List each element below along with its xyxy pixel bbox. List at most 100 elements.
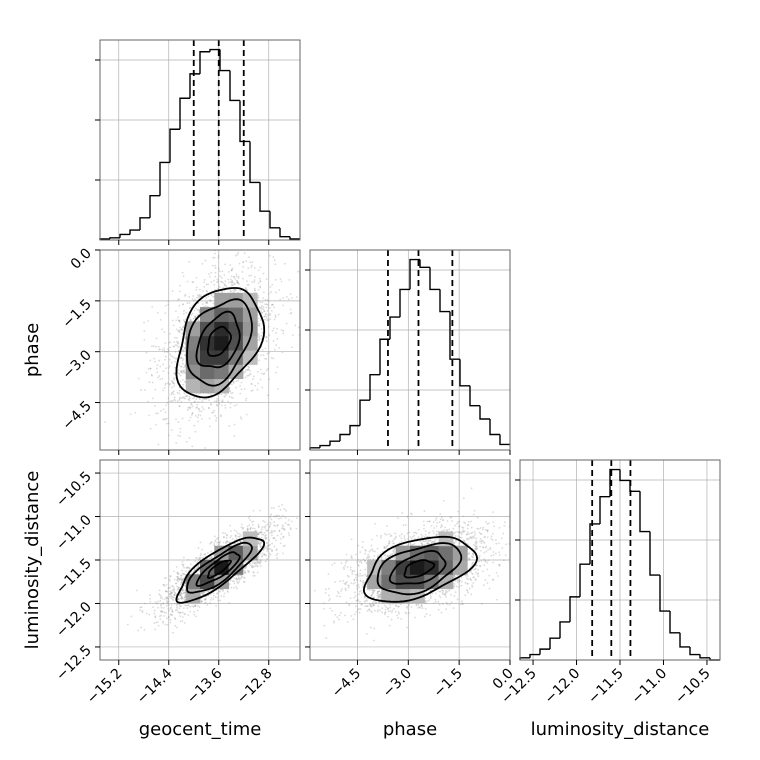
- sample-point: [274, 530, 277, 533]
- sample-point: [194, 603, 197, 606]
- sample-point: [227, 541, 230, 544]
- sample-point: [306, 275, 308, 277]
- sample-point: [261, 554, 264, 557]
- sample-point: [233, 423, 236, 426]
- sample-point: [226, 534, 228, 537]
- sample-point: [155, 412, 158, 415]
- sample-point: [251, 527, 254, 530]
- sample-point: [187, 604, 190, 607]
- sample-point: [251, 566, 253, 569]
- sample-point: [263, 315, 266, 318]
- sample-point: [281, 514, 284, 517]
- sample-point: [257, 282, 260, 284]
- sample-point: [227, 591, 229, 593]
- sample-point: [210, 281, 213, 283]
- scatter-panel-geocent_time-phase: −4.5−3.0−1.50.0: [59, 241, 308, 455]
- sample-point: [174, 609, 177, 612]
- sample-point: [258, 542, 261, 545]
- sample-point: [274, 524, 277, 527]
- sample-point: [184, 604, 187, 607]
- sample-point: [182, 565, 185, 567]
- sample-point: [303, 513, 305, 515]
- sample-point: [153, 609, 156, 612]
- sample-point: [243, 576, 246, 579]
- sample-point: [148, 613, 151, 616]
- sample-point: [184, 372, 187, 374]
- sample-point: [260, 560, 262, 563]
- sample-point: [254, 384, 257, 387]
- sample-point: [156, 602, 158, 605]
- sample-point: [209, 300, 212, 303]
- sample-point: [216, 278, 219, 281]
- sample-point: [198, 410, 201, 413]
- sample-point: [224, 280, 227, 283]
- sample-point: [183, 597, 185, 600]
- sample-point: [147, 368, 150, 370]
- sample-point: [164, 355, 167, 358]
- sample-point: [243, 571, 246, 574]
- sample-point: [204, 305, 207, 308]
- sample-point: [259, 542, 262, 544]
- sample-point: [176, 588, 179, 591]
- sample-point: [188, 296, 191, 298]
- sample-point: [245, 413, 248, 416]
- sample-point: [170, 429, 173, 431]
- sample-point: [273, 318, 276, 321]
- sample-point: [209, 241, 211, 243]
- sample-point: [104, 421, 106, 423]
- sample-point: [193, 613, 196, 616]
- density-cell: [242, 292, 258, 308]
- sample-point: [257, 382, 259, 385]
- sample-point: [258, 560, 261, 563]
- sample-point: [274, 348, 276, 351]
- sample-point: [167, 434, 170, 437]
- sample-point: [260, 372, 263, 375]
- sample-point: [251, 280, 254, 283]
- sample-point: [271, 329, 274, 332]
- sample-point: [179, 593, 182, 596]
- sample-point: [172, 585, 175, 588]
- sample-point: [225, 542, 227, 544]
- sample-point: [170, 361, 173, 364]
- sample-point: [228, 602, 231, 604]
- sample-point: [241, 575, 244, 578]
- sample-point: [266, 547, 269, 550]
- hist-bin: [699, 654, 710, 659]
- sample-point: [238, 576, 240, 579]
- sample-point: [160, 606, 163, 609]
- sample-point: [247, 368, 250, 371]
- sample-point: [155, 367, 158, 370]
- hist-frame: [309, 249, 511, 451]
- sample-point: [228, 425, 231, 427]
- sample-point: [206, 603, 209, 606]
- sample-point: [175, 626, 178, 629]
- sample-point: [269, 548, 272, 551]
- sample-point: [263, 521, 266, 523]
- sample-point: [241, 271, 244, 273]
- sample-point: [261, 301, 264, 304]
- sample-point: [217, 599, 220, 602]
- sample-point: [176, 606, 178, 609]
- sample-point: [235, 289, 237, 292]
- sample-point: [183, 321, 186, 324]
- sample-point: [260, 545, 262, 548]
- sample-point: [177, 586, 180, 589]
- sample-point: [258, 324, 261, 327]
- scatter-geocent_time_vs_phase-ytick-label: −1.5: [59, 296, 94, 331]
- sample-point: [145, 371, 148, 374]
- sample-point: [284, 522, 287, 525]
- hist-bin: [279, 227, 290, 238]
- sample-point: [305, 315, 307, 317]
- sample-point: [223, 289, 226, 292]
- sample-point: [216, 397, 219, 400]
- sample-point: [258, 531, 261, 534]
- sample-point: [160, 595, 163, 598]
- sample-point: [213, 535, 216, 538]
- sample-point: [181, 417, 184, 420]
- scatter-geocent_time_vs_phase-ytick-label: −3.0: [59, 347, 94, 382]
- sample-point: [170, 604, 173, 606]
- hist-bin: [539, 648, 550, 655]
- sample-point: [240, 534, 243, 537]
- sample-point: [204, 447, 207, 449]
- density-cell: [200, 350, 215, 365]
